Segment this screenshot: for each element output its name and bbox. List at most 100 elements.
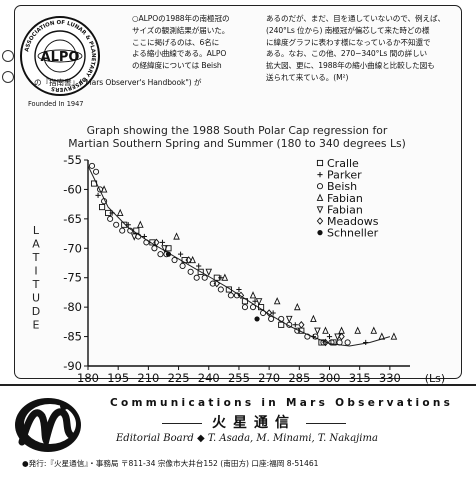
data-point-cralle (99, 204, 106, 211)
legend-label: Fabian (327, 203, 363, 216)
data-point-beish (249, 304, 257, 311)
legend-marker (316, 159, 324, 167)
communications-logo (15, 398, 81, 452)
legend-marker (316, 206, 324, 214)
data-point-cralle (181, 257, 188, 264)
data-point-beish (187, 268, 194, 275)
y-tick-label: -85 (63, 330, 82, 344)
data-point-beish (143, 239, 150, 246)
data-point-cralle (90, 180, 98, 187)
data-point-parker (196, 263, 202, 269)
data-point-parker (177, 251, 184, 257)
legend-marker (316, 217, 324, 225)
x-tick-label: 255 (228, 371, 250, 384)
data-point-parker (95, 192, 101, 198)
data-point-beish (217, 286, 224, 293)
x-tick-label: 225 (168, 371, 190, 384)
x-tick-label: 300 (319, 371, 341, 384)
y-axis-label-letter: D (32, 305, 40, 318)
binding-hole (2, 71, 14, 83)
data-point-meadows (153, 238, 160, 247)
data-point-fabian (100, 185, 108, 193)
y-axis-label-letter: T (32, 251, 40, 264)
data-point-fabian (161, 245, 168, 253)
data-point-meadows (338, 332, 345, 341)
data-point-meadows (237, 291, 245, 300)
japanese-title: 火星通信 (152, 412, 356, 432)
y-tick-label: -90 (63, 359, 82, 373)
data-point-cralle (225, 286, 232, 293)
intro-line: よる縮小曲線である。ALPO (132, 49, 227, 59)
y-tick-label: -70 (63, 241, 82, 255)
data-point-fabian (205, 268, 213, 277)
x-tick-label: 210 (137, 371, 159, 384)
data-point-meadows (213, 279, 220, 288)
data-point-parker (125, 222, 131, 228)
data-point-beish (93, 168, 100, 175)
data-point-beish (268, 315, 275, 322)
data-point-fabian (249, 291, 257, 299)
legend-label: Meadows (327, 215, 379, 228)
intro-line: に緯度グラフに表わす様になっているか不知還で (266, 37, 431, 47)
data-point-beish (101, 198, 108, 205)
data-point-parker (252, 298, 258, 304)
x-tick-label: 315 (349, 371, 371, 384)
data-point-parker (326, 333, 333, 340)
intro-line: ここに掲げるのは、6名に (132, 37, 220, 47)
data-point-fabian (378, 332, 386, 340)
data-point-meadows (322, 338, 329, 347)
data-point-beish (171, 257, 178, 264)
data-point-cralle (258, 304, 265, 311)
data-point-beish (179, 262, 186, 269)
data-point-cralle (149, 239, 156, 246)
intro-line: (240°Ls 位から) 南極冠が偏芯して来た時どの様 (266, 25, 430, 35)
data-point-beish (201, 274, 208, 281)
data-point-beish (233, 292, 240, 299)
y-tick-label: -55 (63, 153, 82, 167)
intro-line: の経緯度については Beish (132, 61, 222, 71)
data-point-beish (193, 274, 200, 281)
data-point-cralle (330, 339, 337, 346)
alpo-seal-logo: ASSOCIATION OF LUNAR & PLANETARY OBSERVE… (20, 16, 100, 96)
legend-label: Parker (327, 169, 362, 182)
data-point-fabian (390, 332, 398, 340)
data-point-fabian (370, 326, 378, 334)
data-point-fabian (294, 302, 301, 311)
data-point-fabian (354, 326, 361, 334)
data-point-parker (218, 275, 224, 281)
y-tick-label: -80 (63, 300, 82, 314)
data-point-parker (292, 322, 298, 328)
data-point-cralle (197, 268, 204, 275)
data-point-fabian (221, 273, 229, 281)
y-tick-label: -65 (63, 212, 82, 226)
data-point-beish (336, 339, 343, 346)
data-point-beish (227, 292, 234, 299)
data-point-parker (159, 239, 166, 245)
data-point-beish (107, 215, 114, 222)
legend-marker (316, 193, 324, 201)
data-point-beish (119, 227, 126, 234)
data-point-meadows (298, 320, 305, 329)
legend-label: Fabian (327, 192, 363, 205)
intro-line: 送られて来ている。(M²) (266, 73, 349, 82)
data-point-cralle (278, 321, 285, 328)
data-point-fabian (116, 208, 124, 217)
data-point-parker (236, 286, 242, 293)
x-tick-label: 270 (258, 371, 280, 384)
data-point-parker (109, 210, 115, 216)
data-point-beish (88, 162, 96, 169)
footer-rule (0, 384, 476, 386)
data-point-beish (209, 280, 216, 287)
data-point-meadows (185, 256, 192, 264)
data-point-beish (320, 339, 327, 346)
data-point-beish (294, 327, 301, 334)
data-point-cralle (133, 227, 140, 234)
x-tick-label: 180 (77, 371, 99, 384)
data-point-fabian (322, 326, 329, 334)
y-axis-label-letter: U (32, 292, 40, 305)
intro-line: あるのだが、まだ、目を通していないので、例えば、 (266, 14, 445, 23)
data-point-parker (141, 233, 147, 240)
intro-line: の『指南書』("Mars Observer's Handbook") が (34, 78, 202, 87)
data-point-cralle (241, 298, 249, 305)
publisher-line: ●発行:『火星通信』・事務局 〒811-34 宗像市大井台152 (南田方) 口… (22, 459, 319, 468)
